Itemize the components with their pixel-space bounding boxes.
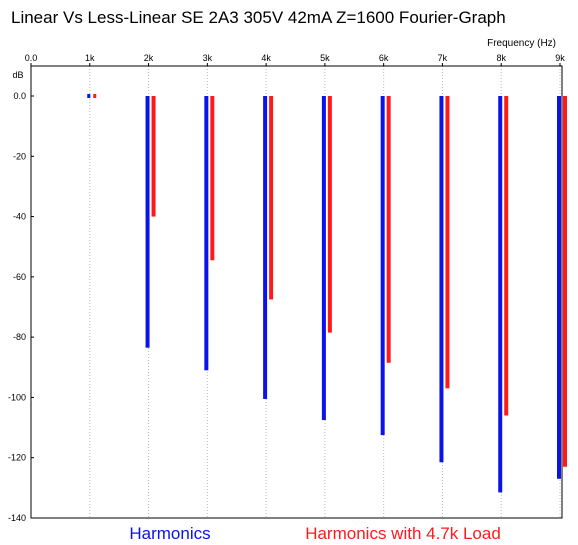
- harmonic-bar-4: [263, 96, 268, 399]
- y-tick-label: -40: [13, 212, 26, 222]
- legend-entry-harmonics: Harmonics: [129, 524, 210, 543]
- loaded-harmonic-bar-7: [445, 96, 450, 389]
- loaded-harmonic-bar-3: [210, 96, 215, 261]
- x-tick-label: 4k: [261, 53, 271, 63]
- harmonic-bar-5: [321, 96, 326, 421]
- x-tick-label: 8k: [496, 53, 506, 63]
- y-tick-label: -60: [13, 272, 26, 282]
- x-tick-label: 0.0: [25, 53, 38, 63]
- loaded-harmonic-bar-5: [327, 96, 332, 333]
- y-tick-label: -80: [13, 332, 26, 342]
- x-tick-labels: 0.0 1k 2k 3k 4k 5k 6k 7k 8k 9k: [25, 53, 565, 66]
- harmonic-bar-7: [439, 96, 444, 463]
- fundamental-marker-loaded: [93, 94, 97, 98]
- harmonic-bar-6: [380, 96, 385, 436]
- y-tick-label: 0.0: [13, 91, 26, 101]
- y-tick-label: -20: [13, 151, 26, 161]
- harmonic-bar-3: [204, 96, 209, 371]
- loaded-harmonic-bar-8: [504, 96, 509, 416]
- chart-title: Linear Vs Less-Linear SE 2A3 305V 42mA Z…: [11, 8, 506, 27]
- loaded-harmonic-bar-4: [269, 96, 274, 300]
- y-tick-labels: 0.0 -20 -40 -60 -80 -100 -120 -140: [8, 91, 34, 523]
- loaded-harmonic-bar-2: [151, 96, 156, 217]
- loaded-harmonic-bar-9: [563, 96, 567, 467]
- legend-entry-loaded: Harmonics with 4.7k Load: [305, 524, 501, 543]
- x-tick-label: 1k: [85, 53, 95, 63]
- harmonic-bar-8: [498, 96, 503, 493]
- x-tick-label: 2k: [144, 53, 154, 63]
- y-tick-label: -120: [8, 453, 26, 463]
- y-tick-label: -100: [8, 392, 26, 402]
- harmonic-bar-9: [557, 96, 561, 479]
- chart-legend: Harmonics Harmonics with 4.7k Load: [129, 524, 500, 543]
- loaded-harmonic-bar-6: [386, 96, 391, 363]
- x-tick-label: 5k: [320, 53, 330, 63]
- x-tick-label: 6k: [379, 53, 389, 63]
- x-axis-label: Frequency (Hz): [487, 38, 556, 49]
- x-tick-label: 3k: [203, 53, 213, 63]
- harmonic-bar-2: [145, 96, 150, 348]
- y-axis-label: dB: [12, 70, 23, 80]
- y-tick-label: -140: [8, 513, 26, 523]
- x-tick-label: 7k: [438, 53, 448, 63]
- fundamental-marker-harmonics: [87, 94, 91, 98]
- plot-frame: [30, 65, 563, 519]
- harmonic-bars: [87, 94, 567, 493]
- x-tick-label: 9k: [555, 53, 565, 63]
